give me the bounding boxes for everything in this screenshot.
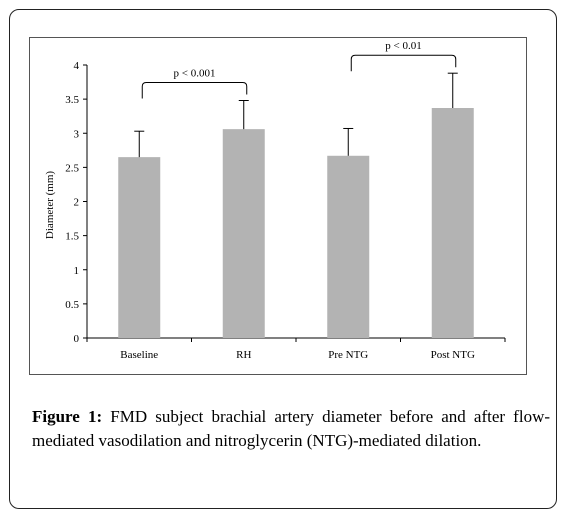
figure-caption: Figure 1: FMD subject brachial artery di…	[32, 405, 550, 453]
bar-baseline	[118, 157, 161, 338]
caption-label: Figure 1:	[32, 407, 103, 426]
significance-bracket	[350, 54, 457, 72]
y-tick-label: 4	[74, 60, 80, 72]
x-tick-label: RH	[236, 349, 251, 361]
y-tick-label: 3.5	[65, 94, 79, 106]
bar-pre-ntg	[327, 155, 370, 338]
y-tick-label: 0	[74, 333, 80, 345]
caption-text: FMD subject brachial artery diameter bef…	[32, 407, 551, 450]
x-tick-label: Pre NTG	[328, 349, 368, 361]
x-tick-label: Baseline	[120, 349, 158, 361]
y-tick-label: 2.5	[65, 162, 79, 174]
bar-post-ntg	[431, 107, 474, 338]
y-tick-label: 2	[74, 197, 80, 209]
bar-chart: 0 0.5 1 1.5 2 2.5 3 3.5 4 Baseline RH Pre NTG Post N…	[44, 40, 506, 361]
bars	[118, 107, 474, 338]
significance-label: p < 0.001	[174, 67, 216, 79]
error-bars	[134, 72, 458, 158]
significance-label: p < 0.01	[385, 40, 421, 52]
bar-rh	[222, 129, 265, 338]
axes: 0 0.5 1 1.5 2 2.5 3 3.5 4 Baseline RH Pre NTG Post N…	[65, 60, 506, 361]
y-tick-label: 1.5	[65, 231, 79, 243]
significance-bracket	[141, 81, 248, 99]
y-tick-label: 1	[74, 265, 80, 277]
x-tick-label: Post NTG	[431, 349, 475, 361]
y-tick-label: 0.5	[65, 299, 79, 311]
y-tick-label: 3	[74, 128, 80, 140]
y-axis-label: Diameter (mm)	[44, 171, 56, 239]
significance-annotations: p < 0.001 p < 0.01	[141, 40, 457, 99]
